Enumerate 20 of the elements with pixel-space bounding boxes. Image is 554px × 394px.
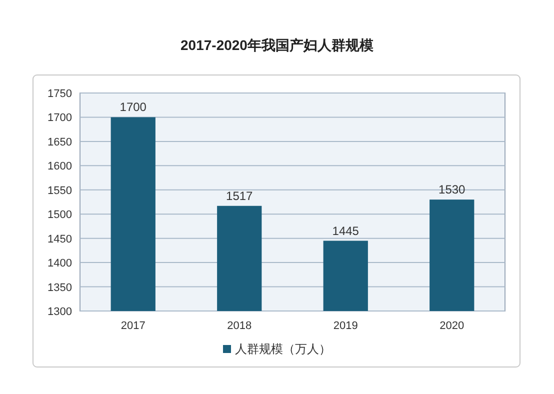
- data-label: 1445: [332, 224, 360, 238]
- legend-label: 人群规模（万人）: [235, 342, 331, 356]
- y-tick-label: 1300: [48, 306, 72, 318]
- x-tick-label: 2020: [440, 320, 464, 332]
- y-tick-label: 1550: [48, 184, 72, 197]
- x-tick-label: 2017: [120, 320, 146, 332]
- x-tick-label: 2019: [333, 320, 358, 332]
- chart-title: 2017-2020年我国产妇人群规模: [180, 37, 374, 53]
- data-label: 1530: [438, 182, 466, 197]
- y-tick-label: 1450: [48, 233, 72, 246]
- y-tick-label: 1500: [48, 209, 72, 222]
- data-label: 1517: [226, 188, 254, 203]
- y-tick-label: 1400: [48, 258, 72, 270]
- y-tick-label: 1350: [48, 282, 72, 294]
- y-tick-label: 1750: [48, 88, 72, 100]
- y-tick-label: 1600: [48, 160, 72, 173]
- y-tick-label: 1650: [48, 136, 72, 148]
- x-tick-label: 2018: [227, 320, 252, 332]
- y-tick-label: 1700: [48, 112, 72, 124]
- data-label: 1700: [120, 100, 147, 114]
